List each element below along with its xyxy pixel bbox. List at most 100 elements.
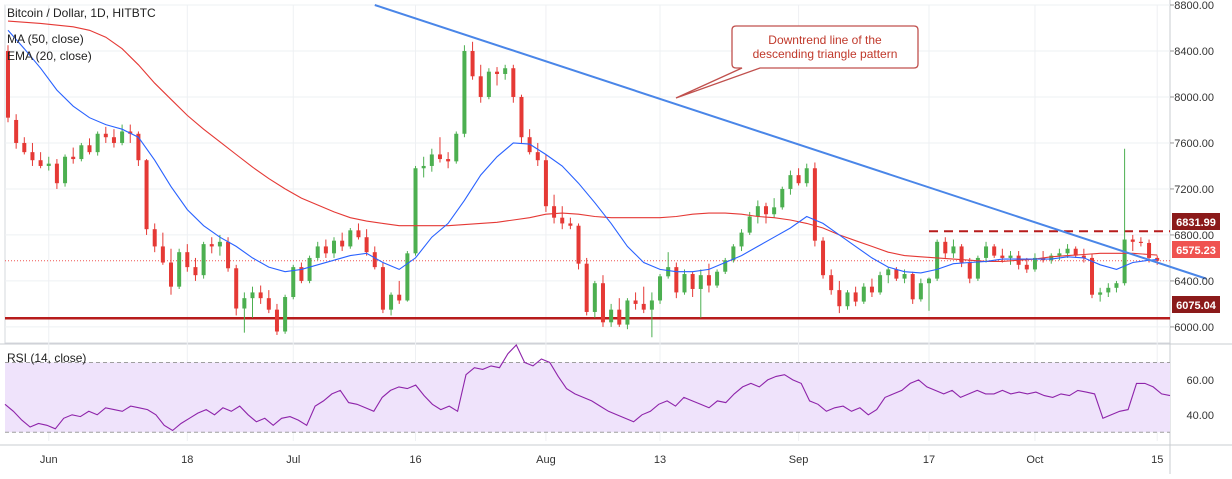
candle-body: [1138, 241, 1143, 243]
candle-body: [1049, 255, 1054, 261]
time-tick-label: Jun: [40, 454, 58, 466]
downtrend-line: [374, 4, 1207, 280]
candle-body: [462, 50, 467, 134]
candle-body: [144, 160, 149, 230]
candle-body: [511, 68, 516, 97]
candle-body: [1081, 255, 1086, 258]
candle-body: [706, 275, 711, 286]
candle-body: [1106, 287, 1111, 293]
candle-body: [747, 216, 752, 233]
rsi-line: [4, 344, 1171, 432]
candle-body: [845, 292, 850, 307]
candle-body: [1130, 239, 1135, 242]
candle-body: [111, 137, 116, 143]
candle-body: [633, 300, 638, 304]
candle-body: [1147, 242, 1152, 258]
price-tick-label: 8400.00: [1174, 46, 1214, 58]
candle-body: [79, 145, 84, 160]
candle-body: [788, 175, 793, 189]
candle-body: [755, 206, 760, 217]
candle-body: [160, 246, 165, 263]
candle-body: [943, 241, 948, 254]
candle-body: [861, 286, 866, 302]
candle-body: [600, 283, 605, 323]
candle-body: [169, 262, 174, 287]
candle-body: [715, 271, 720, 286]
candle-body: [405, 253, 410, 301]
candle-body: [1073, 248, 1078, 256]
candle-body: [307, 257, 312, 281]
candle-body: [951, 246, 956, 254]
price-tick-label: 8800.00: [1174, 0, 1214, 12]
candle-body: [470, 50, 475, 77]
candle-body: [1024, 264, 1029, 270]
price-tick-label: 8000.00: [1174, 92, 1214, 104]
time-tick-label: 16: [409, 454, 421, 466]
candle-body: [46, 163, 51, 166]
candle-body: [837, 290, 842, 307]
last-price-tag-bg: [1172, 241, 1220, 258]
candle-body: [30, 152, 35, 161]
candle-body: [723, 260, 728, 272]
candle-body: [87, 145, 92, 153]
candle-body: [136, 133, 141, 161]
candle-body: [519, 96, 524, 138]
price-tick-label: 6000.00: [1174, 322, 1214, 334]
candle-body: [54, 163, 59, 184]
time-tick-label: 17: [923, 454, 935, 466]
candle-body: [682, 274, 687, 293]
rsi-tick-label: 60.00: [1186, 375, 1214, 387]
candle-body: [1114, 283, 1119, 288]
candle-body: [568, 223, 573, 226]
resistance-price-tag: 6831.99: [1176, 217, 1216, 229]
candle-body: [1000, 255, 1005, 258]
price-tick-label: 6400.00: [1174, 276, 1214, 288]
candle-body: [1155, 257, 1160, 261]
ema20-legend: EMA (20, close): [7, 49, 92, 63]
candle-body: [234, 268, 239, 309]
candle-body: [576, 225, 581, 264]
candle-body: [698, 275, 703, 289]
time-tick-label: Oct: [1026, 454, 1043, 466]
candle-body: [242, 298, 247, 309]
candle-body: [495, 71, 500, 74]
candle-body: [71, 156, 76, 160]
rsi-legend: RSI (14, close): [7, 351, 86, 365]
candle-body: [804, 168, 809, 184]
candle-body: [266, 298, 271, 310]
candle-body: [274, 309, 279, 332]
candle-body: [226, 241, 231, 269]
support-price-tag: 6075.04: [1176, 300, 1217, 312]
candle-body: [821, 240, 826, 276]
candle-body: [617, 309, 622, 325]
candle-body: [120, 131, 125, 143]
candle-body: [291, 267, 296, 298]
candle-body: [780, 188, 785, 208]
candle-body: [1098, 292, 1103, 295]
candle-body: [543, 160, 548, 207]
candle-body: [103, 133, 108, 138]
price-tick-label: 6800.00: [1174, 230, 1214, 242]
candle-body: [829, 275, 834, 291]
ema20-line: [7, 29, 1158, 274]
candle-body: [560, 217, 565, 224]
candle-body: [886, 269, 891, 276]
candle-body: [193, 267, 198, 276]
annotation-line-1: Downtrend line of the: [768, 33, 882, 47]
annotation-callout: [675, 25, 919, 99]
candle-body: [63, 156, 68, 184]
candle-body: [38, 160, 43, 166]
candle-body: [323, 246, 328, 254]
candle-body: [918, 283, 923, 300]
candle-body: [967, 262, 972, 279]
candle-body: [332, 240, 337, 254]
price-tick-label: 7600.00: [1174, 138, 1214, 150]
candle-body: [503, 68, 508, 74]
candle-body: [95, 133, 100, 153]
candle-body: [389, 294, 394, 310]
candle-body: [959, 246, 964, 263]
candle-body: [666, 267, 671, 277]
candle-body: [731, 246, 736, 261]
candle-body: [14, 119, 19, 143]
